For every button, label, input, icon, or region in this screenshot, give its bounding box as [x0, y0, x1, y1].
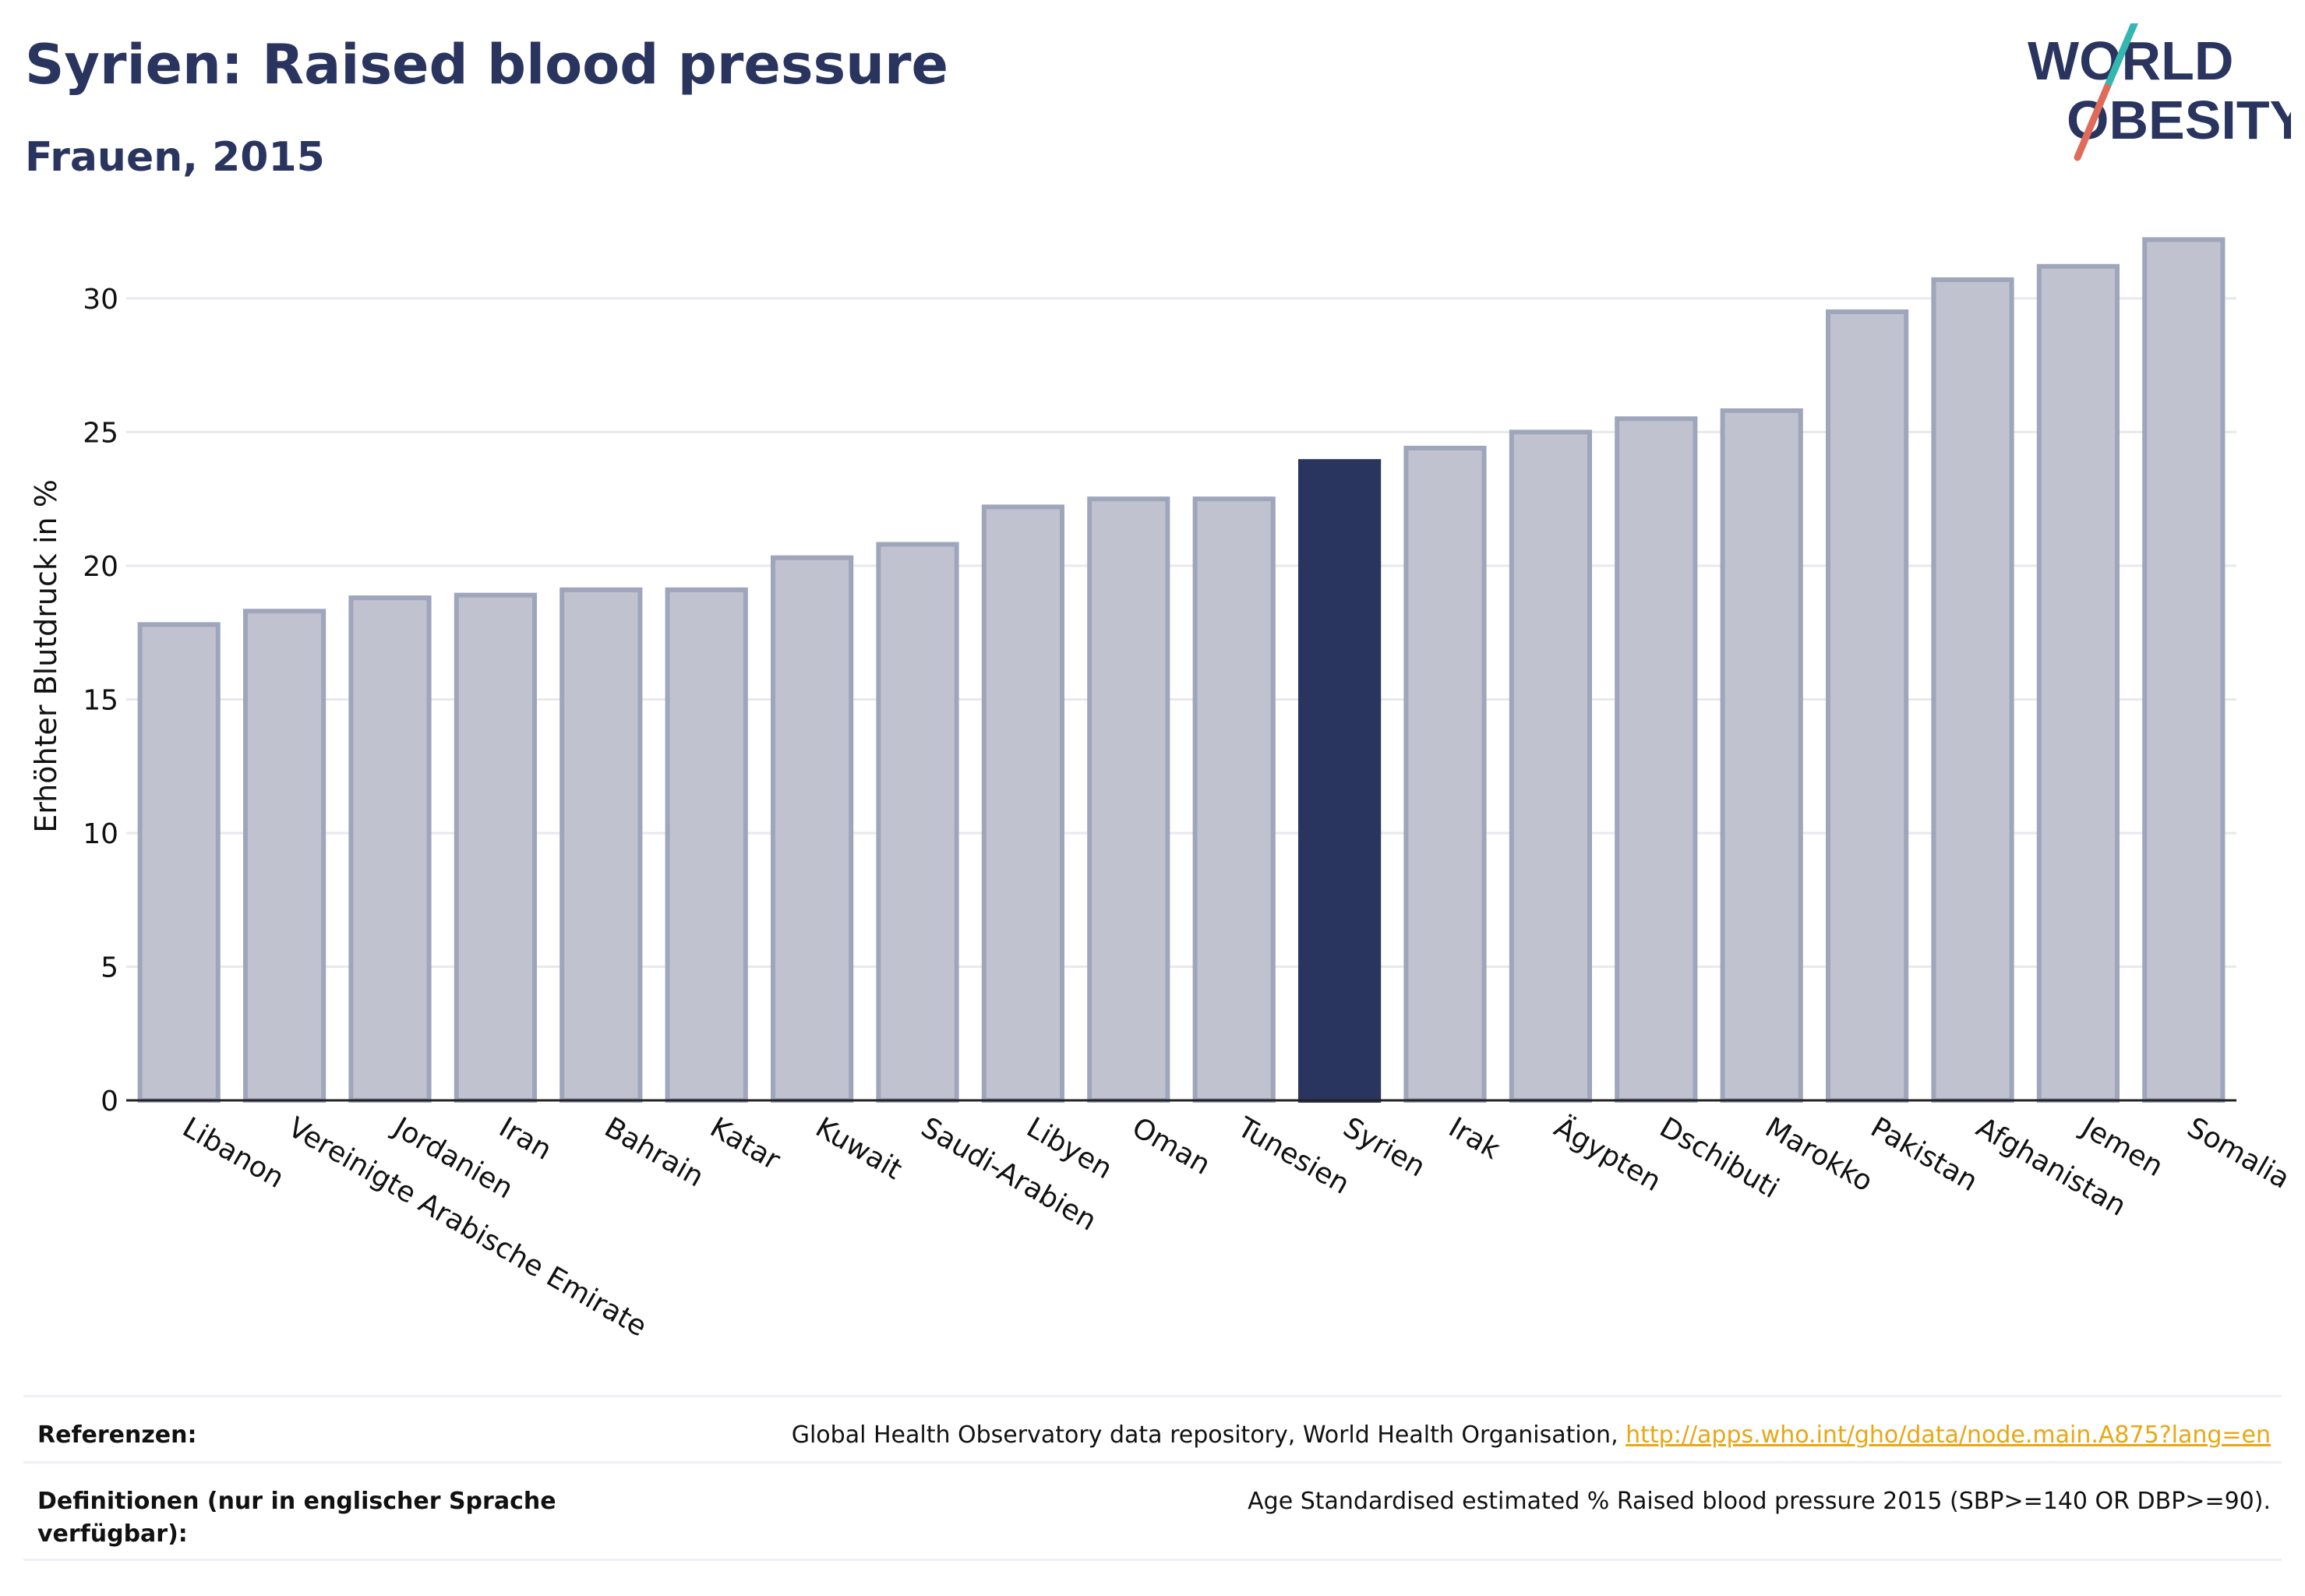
x-tick-label: Kuwait — [810, 1111, 908, 1186]
world-obesity-logo: WORLD OBESITY — [2028, 23, 2291, 161]
references-row: Referenzen: Global Health Observatory da… — [23, 1395, 2282, 1461]
y-tick-label: 0 — [101, 1086, 118, 1118]
bar — [137, 622, 221, 1103]
bar — [2142, 237, 2226, 1103]
bar — [1720, 408, 1803, 1103]
bar — [1509, 429, 1592, 1103]
y-tick-label: 15 — [83, 684, 118, 716]
references-text: Global Health Observatory data repositor… — [791, 1421, 1626, 1449]
x-tick-label: Saudi-Arabien — [916, 1111, 1102, 1238]
bar — [1403, 446, 1487, 1103]
x-tick-label: Iran — [493, 1111, 556, 1167]
definitions-label: Definitionen (nur in englischer Sprache … — [37, 1488, 556, 1548]
bar — [981, 504, 1064, 1103]
bar — [2036, 263, 2120, 1103]
page-subtitle: Frauen, 2015 — [25, 134, 325, 181]
bar — [665, 587, 748, 1103]
y-tick-label: 25 — [83, 417, 118, 449]
y-axis-label: Erhöhter Blutdruck in % — [29, 479, 63, 833]
y-tick-label: 20 — [83, 551, 118, 583]
x-tick-label: Irak — [1443, 1111, 1505, 1166]
x-tick-label: Libanon — [177, 1111, 289, 1195]
bar — [559, 587, 643, 1103]
x-tick-label: Oman — [1127, 1111, 1216, 1181]
bar — [1931, 277, 2014, 1103]
page-title: Syrien: Raised blood pressure — [25, 33, 949, 97]
bar-highlight — [1298, 459, 1382, 1103]
bar — [1087, 496, 1170, 1103]
x-tick-label: Tunesien — [1231, 1111, 1354, 1201]
bar — [243, 609, 327, 1103]
bar — [876, 542, 959, 1103]
definitions-value: Age Standardised estimated % Raised bloo… — [1248, 1488, 2271, 1515]
references-value: Global Health Observatory data repositor… — [792, 1419, 2271, 1452]
grid-lines — [126, 297, 2236, 968]
bars — [137, 237, 2226, 1103]
y-tick-label: 30 — [83, 284, 118, 316]
footer: Referenzen: Global Health Observatory da… — [23, 1395, 2282, 1561]
x-tick-label: Katar — [704, 1111, 785, 1177]
bar — [1826, 309, 1909, 1103]
x-tick-label: Bahrain — [599, 1111, 709, 1193]
references-link[interactable]: http://apps.who.int/gho/data/node.main.A… — [1626, 1421, 2271, 1449]
bar — [454, 592, 537, 1103]
bar — [1615, 416, 1698, 1103]
x-tick-label: Pakistan — [1866, 1111, 1983, 1198]
x-tick-label: Vereinigte Arabische Emirate — [283, 1111, 652, 1343]
bar — [1192, 496, 1276, 1103]
x-tick-label: Ägypten — [1548, 1110, 1667, 1198]
bar — [771, 555, 854, 1103]
definitions-row: Definitionen (nur in englischer Sprache … — [23, 1461, 2282, 1561]
x-tick-label: Somalia — [2182, 1111, 2295, 1195]
logo-slash-top — [2103, 23, 2139, 91]
y-tick-label: 10 — [83, 818, 118, 850]
bar — [348, 595, 432, 1103]
y-tick-label: 5 — [101, 952, 118, 983]
x-tick-label: Dschibuti — [1654, 1111, 1784, 1205]
references-label: Referenzen: — [37, 1421, 197, 1449]
y-tick-labels: 0 5 10 15 20 25 30 — [83, 284, 118, 1118]
logo-slash-bottom — [2074, 83, 2111, 161]
